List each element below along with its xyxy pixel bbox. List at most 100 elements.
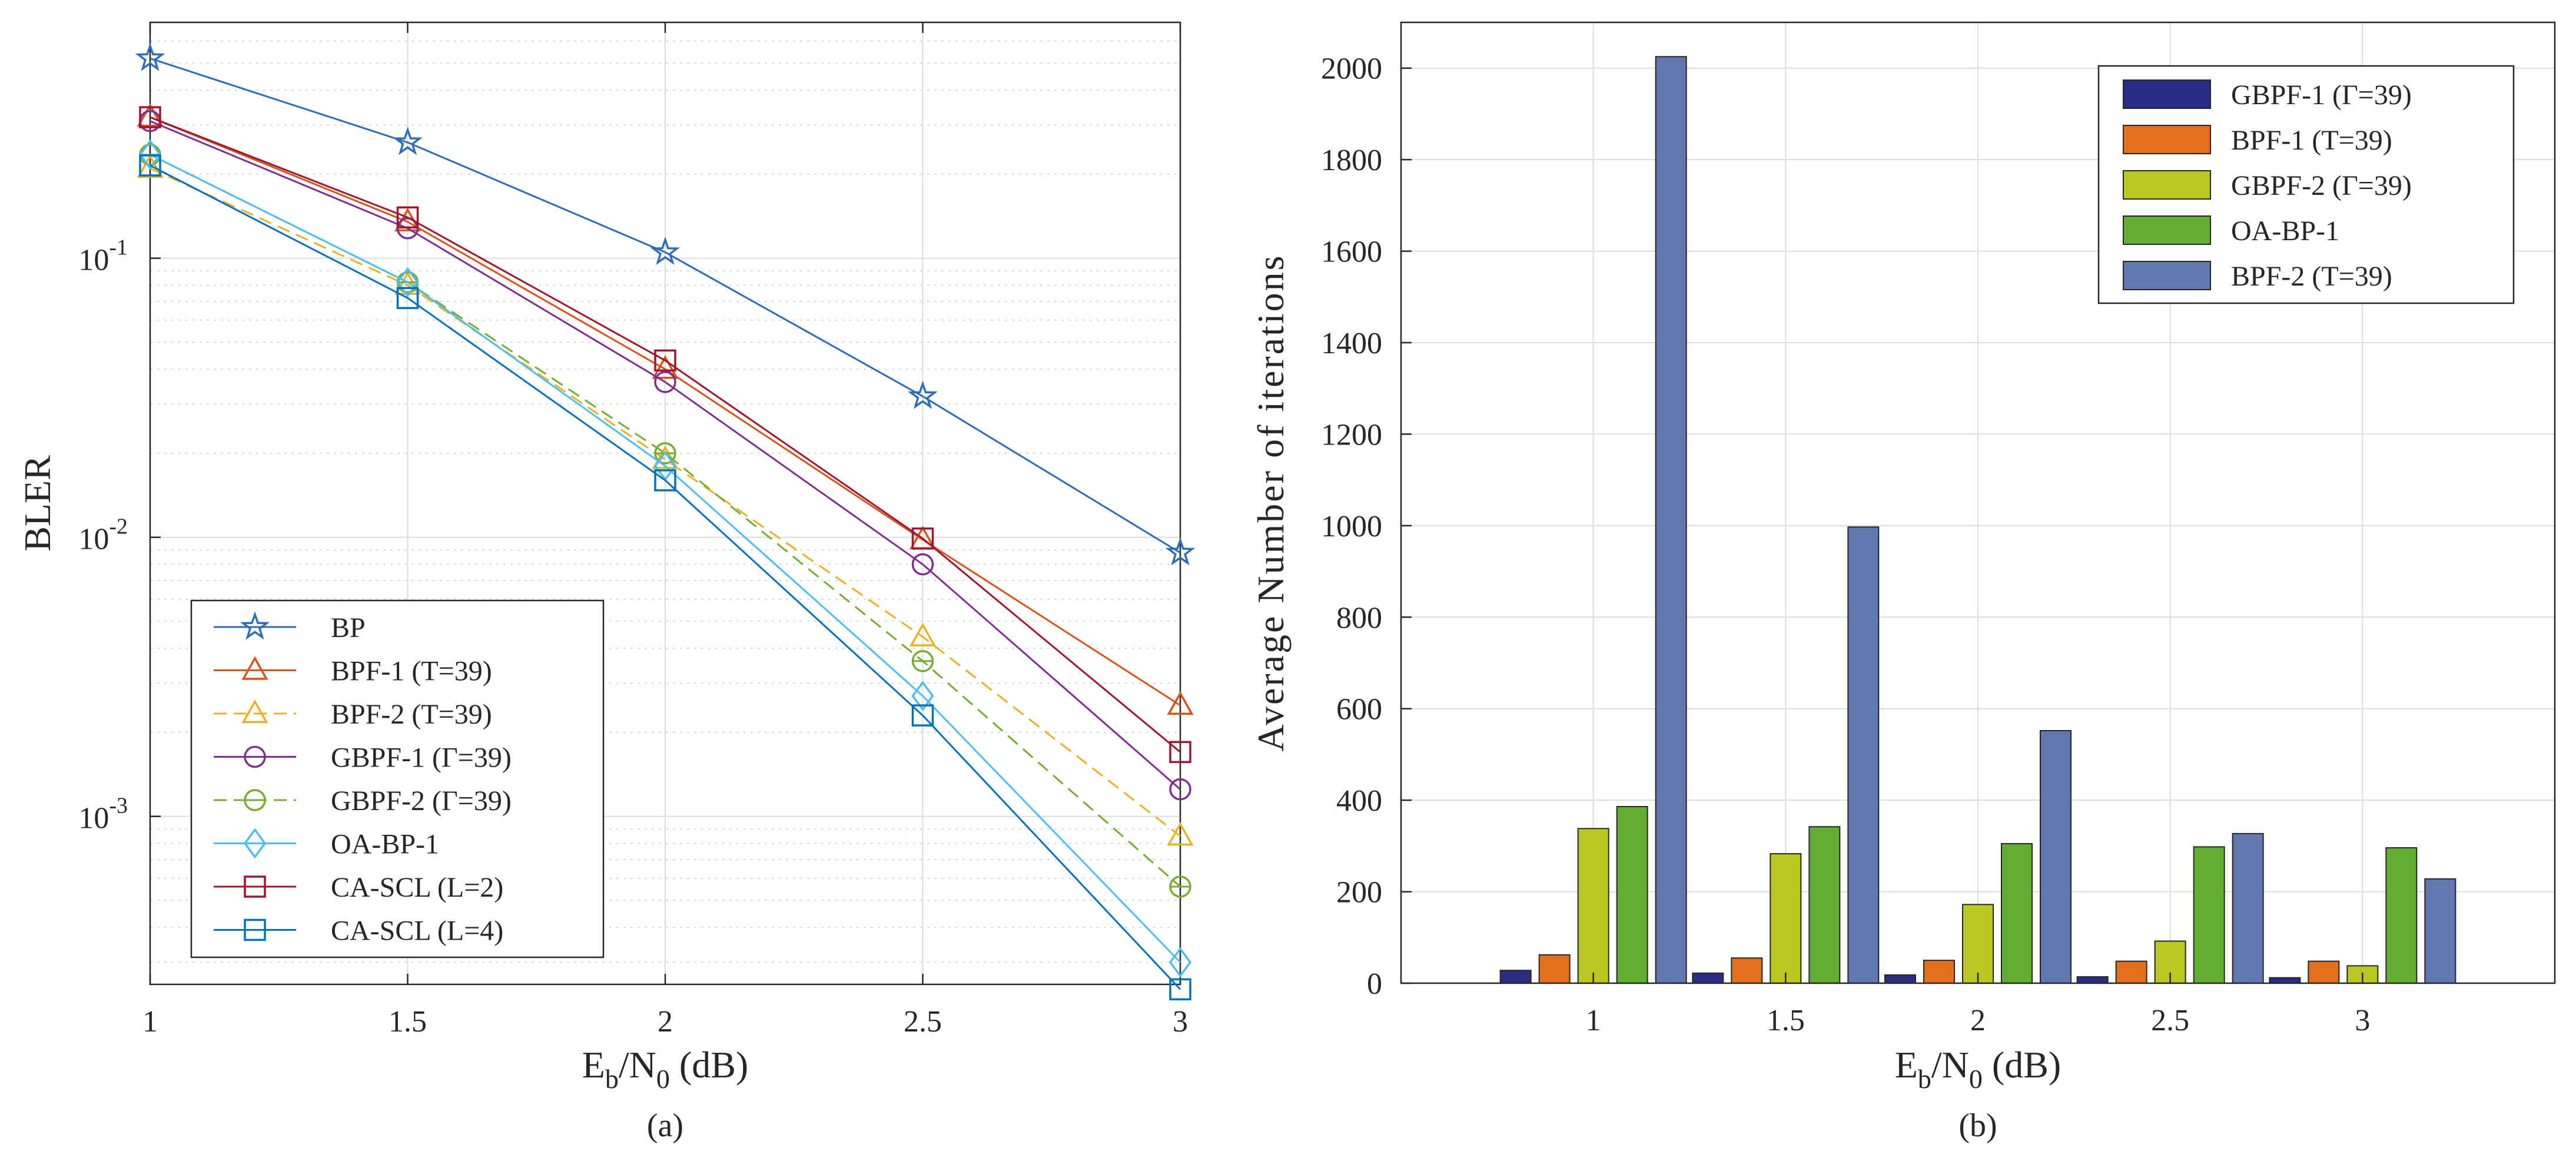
series-ca-scl-l-2 [139, 106, 1191, 764]
y-axis-label-a: BLER [16, 455, 58, 552]
xlabel-n: /N [619, 1044, 656, 1086]
series-bp [135, 42, 1196, 566]
series-line-gbpf-1 [150, 120, 1181, 790]
data-point-bpf-2 [1167, 822, 1194, 846]
data-point-bp [1165, 537, 1196, 566]
series-line-bpf-2 [150, 167, 1181, 837]
xlabel-unit: (dB) [1983, 1044, 2061, 1086]
xlabel-unit: (dB) [670, 1044, 748, 1086]
bar-oa-bp-1 [2001, 842, 2033, 984]
x-tick-label: 2.5 [2151, 1004, 2189, 1037]
bar-bpf-2 [2040, 730, 2072, 984]
legend-label-bp: BP [331, 612, 366, 643]
caption-a: (a) [647, 1107, 683, 1144]
y-tick-label: 1800 [1321, 144, 1382, 177]
x-tick-label: 2.5 [904, 1005, 942, 1039]
bar-gbpf-1 [1884, 974, 1916, 984]
data-point-ca-scl-l-2 [911, 527, 934, 550]
bar-bpf-1 [1923, 960, 1955, 984]
x-axis-label-b: Eb/N0 (dB) [1895, 1044, 2061, 1094]
legend-box-a [190, 599, 605, 958]
legend-marker-ca-scl-l-4 [244, 918, 266, 941]
legend-label-bpf-2: BPF-2 (T=39) [331, 699, 492, 730]
y-tick-exponent: -3 [109, 794, 128, 818]
bars [1499, 56, 2457, 984]
data-point-bp [135, 42, 165, 71]
data-point-gbpf-1 [1169, 778, 1191, 801]
y-tick-label: 400 [1336, 784, 1382, 818]
bar-bpf-1 [1731, 957, 1763, 984]
data-point-oa-bp-1 [1169, 947, 1192, 978]
bar-gbpf-2 [1962, 904, 1994, 984]
xlabel-sub-0: 0 [1969, 1064, 1983, 1094]
y-tick-label: 10-1 [78, 235, 128, 277]
iterations-bar-chart: 0 200 400 600 800 1000 1200 1400 1600 1800 2000 1 1.… [1250, 21, 2556, 1144]
y-tick-label: 0 [1367, 967, 1382, 1001]
data-point-ca-scl-l-2 [396, 206, 419, 229]
legend-marker-bpf-2 [241, 699, 268, 724]
bar-oa-bp-1 [2385, 847, 2418, 984]
y-tick-base: 10 [78, 802, 109, 835]
y-tick-label: 1200 [1321, 418, 1382, 452]
data-point-gbpf-1 [911, 553, 934, 576]
legend-label-ca-scl-l-4: CA-SCL (L=4) [331, 915, 503, 947]
caption-b: (b) [1958, 1107, 1997, 1144]
data-point-ca-scl-l-4 [139, 154, 161, 177]
y-tick-label: 1400 [1321, 327, 1382, 360]
xlabel-e: E [582, 1044, 605, 1086]
y-tick-label: 2000 [1321, 52, 1382, 86]
data-point-oa-bp-1 [396, 267, 419, 298]
y-tick-label: 200 [1336, 876, 1382, 910]
y-tick-label: 10-2 [78, 515, 128, 556]
legend-b: GBPF-1 (Γ=39) BPF-1 (T=39) GBPF-2 (Γ=39) OA… [2097, 65, 2515, 304]
series-line-ca-scl-l-4 [150, 164, 1181, 990]
data-point-ca-scl-l-4 [1169, 978, 1191, 1001]
xlabel-sub-b: b [1918, 1064, 1931, 1094]
series-line-bpf-1 [150, 116, 1181, 706]
legend-label-oa-bp-1: OA-BP-1 [331, 829, 439, 860]
y-tick-label: 1000 [1321, 510, 1382, 543]
x-tick-label: 1 [1586, 1004, 1601, 1037]
x-tick-label: 1.5 [389, 1005, 427, 1039]
data-point-bpf-2 [394, 271, 421, 295]
data-point-bpf-2 [137, 154, 164, 178]
data-point-bp [393, 127, 423, 155]
legend-marker-bpf-1 [241, 656, 268, 680]
data-point-oa-bp-1 [138, 139, 162, 170]
series-line-oa-bp-1 [150, 154, 1181, 963]
series-line-bp [150, 57, 1181, 554]
data-point-bpf-1 [1167, 691, 1194, 715]
series-bpf-1 [137, 103, 1194, 715]
bar-gbpf-2 [1577, 828, 1609, 984]
bar-oa-bp-1 [1808, 826, 1841, 984]
legend-marker-ca-scl-l-2 [244, 875, 266, 898]
legend-label-gbpf-1: GBPF-1 (Γ=39) [331, 742, 512, 774]
legend-swatch-gbpf-1 [2123, 79, 2211, 109]
bar-bpf-2 [1847, 526, 1880, 984]
legend-marker-oa-bp-1 [243, 828, 267, 859]
data-point-ca-scl-l-4 [911, 704, 934, 727]
bar-bpf-2 [2232, 832, 2264, 984]
bar-gbpf-1 [1692, 972, 1724, 984]
legend-label-gbpf-2: GBPF-2 (Γ=39) [331, 785, 512, 817]
y-tick-base: 10 [78, 244, 109, 277]
legend-swatch-oa-bp-1 [2123, 215, 2211, 245]
xlabel-sub-b: b [605, 1064, 619, 1094]
bar-gbpf-1 [1499, 970, 1532, 984]
bar-gbpf-1 [2269, 977, 2301, 984]
xlabel-sub-0: 0 [656, 1064, 670, 1094]
data-point-ca-scl-l-2 [654, 349, 676, 372]
legend-a: BP BPF-1 (T=39) BPF-2 (T=39) GBPF-1 (Γ=39) G… [190, 599, 605, 958]
y-tick-exponent: -2 [109, 515, 128, 539]
y-axis-label-b: Average Number of iterations [1250, 254, 1292, 751]
series-ca-scl-l-4 [139, 154, 1191, 1001]
legend-label-gbpf-2: GBPF-2 (Γ=39) [2231, 170, 2412, 201]
legend-label-ca-scl-l-2: CA-SCL (L=2) [331, 872, 503, 903]
legend-swatch-gbpf-2 [2123, 170, 2211, 200]
bar-gbpf-1 [2076, 976, 2109, 984]
legend-marker-bp [240, 611, 270, 640]
data-point-bpf-1 [652, 355, 679, 379]
legend-label-bpf-2: BPF-2 (T=39) [2231, 261, 2392, 292]
